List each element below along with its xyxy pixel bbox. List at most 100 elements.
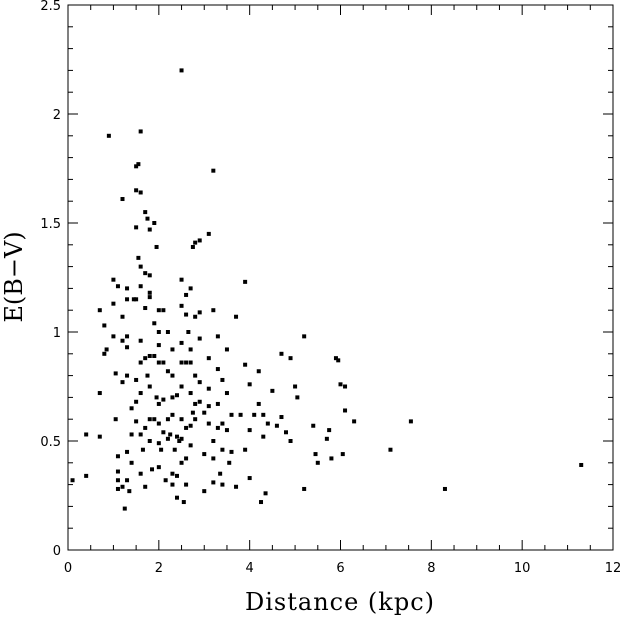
data-point [102, 351, 107, 356]
x-tick-label: 12 [605, 561, 622, 576]
data-point [170, 347, 175, 352]
data-point [138, 471, 143, 476]
data-point [184, 360, 189, 365]
data-point [175, 434, 179, 439]
data-point [279, 415, 284, 420]
data-point [202, 410, 207, 415]
data-point [125, 334, 130, 339]
data-point [206, 421, 211, 426]
data-point [295, 395, 300, 400]
data-point [247, 428, 252, 433]
data-point [161, 360, 166, 365]
data-point [127, 489, 132, 494]
x-tick-label: 2 [155, 561, 163, 576]
data-point [175, 393, 179, 398]
data-point [247, 382, 252, 387]
data-point [152, 221, 157, 225]
data-point [172, 447, 177, 452]
data-point [147, 273, 152, 278]
data-point [215, 334, 220, 339]
data-point [113, 371, 118, 376]
data-point [138, 264, 143, 269]
tick-labels-group: 0 2 4 6 8 10 12 0 0.5 1 1.5 2 2.5 [40, 0, 621, 576]
data-point [161, 308, 166, 313]
data-point [220, 447, 225, 452]
data-point [97, 434, 102, 439]
data-point [170, 373, 175, 378]
x-tick-label: 8 [427, 561, 435, 576]
data-point [179, 68, 184, 73]
data-point [115, 284, 120, 289]
data-point [224, 347, 229, 352]
data-point [138, 284, 143, 289]
data-point [197, 336, 202, 341]
y-axis-title: E(B−V) [0, 231, 28, 322]
x-tick-label: 0 [64, 561, 72, 576]
data-point [134, 225, 139, 230]
data-point [206, 404, 211, 409]
data-point [211, 308, 216, 313]
data-point [247, 476, 252, 481]
data-point [175, 495, 179, 500]
data-point [140, 447, 145, 452]
data-point [97, 308, 102, 313]
data-point [197, 238, 202, 243]
data-point [147, 227, 152, 232]
data-point [234, 314, 239, 319]
data-point [161, 430, 166, 435]
data-point [156, 330, 161, 334]
data-point [408, 419, 413, 424]
data-point [97, 391, 102, 396]
data-point [190, 244, 195, 249]
data-point [193, 240, 198, 245]
data-point [215, 401, 220, 406]
data-point [234, 484, 239, 489]
data-point [311, 423, 316, 428]
data-point [256, 401, 261, 406]
y-tick-label: 2 [53, 108, 61, 123]
data-point [343, 384, 348, 389]
data-point [129, 460, 134, 465]
data-point [179, 436, 184, 441]
data-point [197, 310, 202, 315]
data-point [193, 373, 198, 378]
data-point [265, 421, 270, 426]
data-point [136, 162, 141, 167]
data-point [111, 301, 116, 306]
data-point [179, 460, 184, 465]
data-point [270, 388, 275, 393]
data-point [138, 190, 143, 195]
data-point [206, 386, 211, 391]
data-point [190, 410, 195, 415]
data-point [120, 484, 125, 489]
data-point [211, 480, 216, 485]
data-point [243, 279, 248, 284]
data-point [188, 423, 193, 428]
data-point [261, 434, 266, 439]
data-point [125, 286, 130, 291]
data-point [106, 133, 111, 138]
data-point [115, 478, 120, 483]
data-point [125, 297, 130, 302]
data-point [193, 314, 198, 319]
data-point [156, 421, 161, 426]
data-point [340, 452, 345, 457]
data-point [329, 456, 334, 461]
data-point [179, 360, 184, 365]
data-point [184, 456, 189, 461]
data-point [156, 308, 161, 313]
data-point [165, 369, 170, 374]
data-point [220, 421, 225, 426]
data-point [302, 334, 307, 339]
data-point [111, 277, 116, 282]
data-point [229, 449, 234, 454]
data-point [256, 369, 261, 374]
data-point [156, 343, 161, 348]
data-point [138, 432, 143, 437]
data-point [156, 360, 161, 365]
data-point [134, 419, 139, 424]
data-point [336, 358, 341, 363]
data-point [215, 367, 220, 372]
data-point [263, 491, 268, 496]
data-point [156, 401, 161, 406]
